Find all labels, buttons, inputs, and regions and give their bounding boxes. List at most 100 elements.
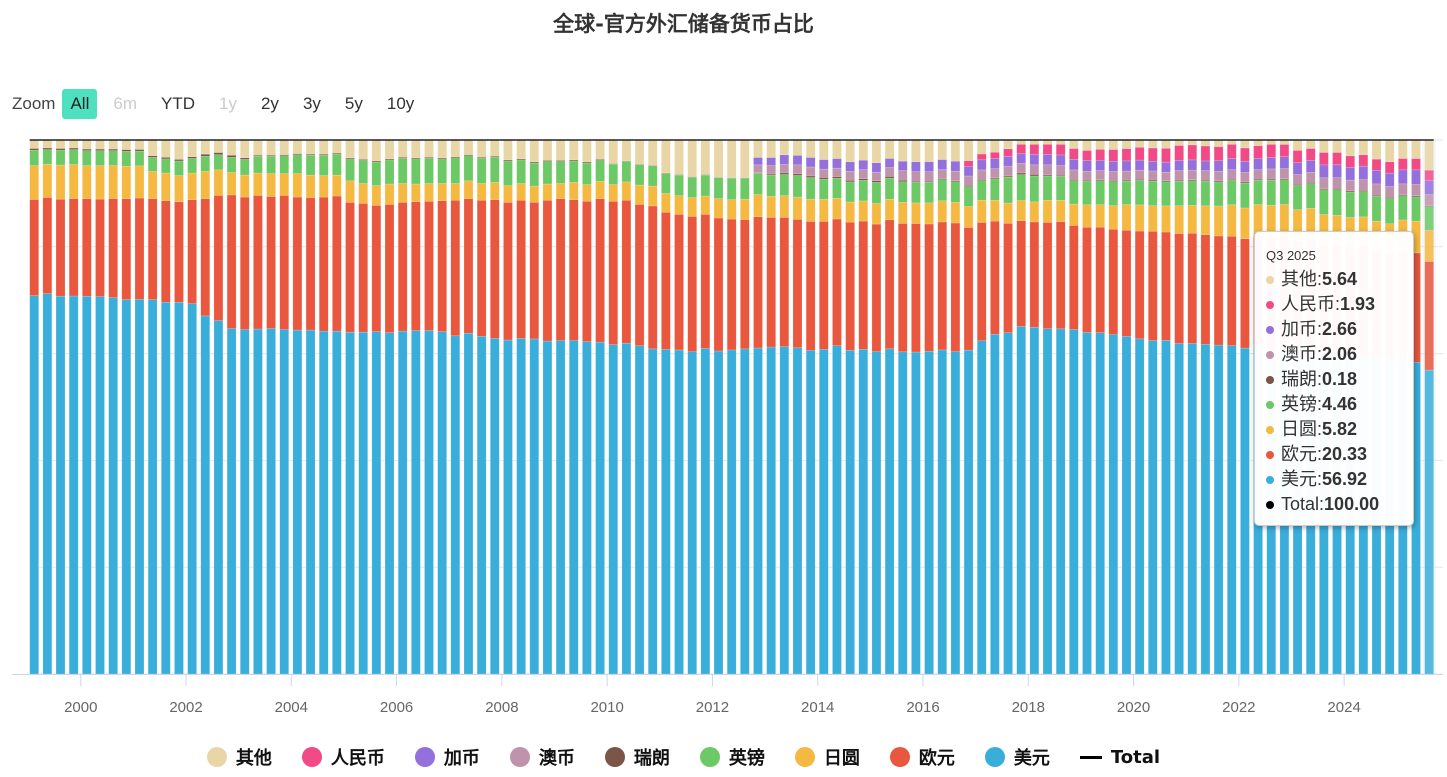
bar-segment — [1029, 143, 1040, 155]
bar-segment — [82, 165, 92, 199]
bar-segment — [1134, 147, 1145, 161]
bar-segment — [858, 200, 869, 222]
x-tick-label: 2002 — [169, 699, 202, 716]
bar-segment — [858, 169, 869, 179]
bar-segment — [134, 165, 145, 199]
bar-segment — [1095, 204, 1105, 228]
bar-segment — [542, 340, 553, 675]
bar-segment — [661, 173, 671, 194]
zoom-button-2y[interactable]: 2y — [260, 94, 279, 113]
bar-segment — [1108, 181, 1119, 206]
bar-segment — [1134, 230, 1145, 340]
bar-segment — [411, 158, 421, 185]
bar-segment — [213, 152, 224, 155]
legend-item[interactable]: 瑞朗 — [604, 744, 670, 770]
legend-item[interactable]: 欧元 — [889, 744, 955, 770]
legend-item[interactable]: 其他 — [206, 744, 272, 770]
bar-series — [29, 139, 1434, 675]
dot-marker-icon — [794, 747, 815, 767]
bar-segment — [1240, 160, 1250, 173]
legend-label: 日圆 — [823, 748, 860, 769]
x-tick-label: 2000 — [64, 699, 97, 716]
bar-segment — [976, 180, 987, 201]
legend-item[interactable]: 人民币 — [301, 744, 385, 770]
bar-segment — [463, 332, 474, 675]
legend-item[interactable]: 日圆 — [794, 744, 860, 770]
bar-segment — [884, 139, 895, 159]
zoom-button-10y[interactable]: 10y — [386, 94, 415, 113]
bar-segment — [832, 177, 842, 199]
bar-segment — [555, 198, 566, 341]
series-dot-icon — [1266, 475, 1274, 484]
bar-segment — [1016, 326, 1026, 675]
tooltip: Q3 2025 其他: 5.64 人民币: 1.93 加币: 2.66 澳币: 2.0… — [1254, 231, 1414, 526]
bar-segment — [1148, 170, 1158, 181]
zoom-range-selector: Zoom All 6m YTD 1y 2y 3y 5y 10y — [12, 88, 430, 120]
bar-segment — [819, 168, 829, 178]
zoom-button-ytd[interactable]: YTD — [161, 94, 195, 113]
zoom-button-6m: 6m — [113, 94, 137, 113]
bar-segment — [397, 158, 408, 184]
legend-item[interactable]: 澳币 — [509, 744, 575, 770]
bar-segment — [1358, 165, 1369, 180]
bar-segment — [161, 200, 171, 303]
bar-segment — [1055, 200, 1066, 222]
bar-segment — [108, 297, 118, 675]
series-dot-icon — [1266, 325, 1274, 334]
bar-segment — [1358, 154, 1369, 167]
bar-segment — [726, 349, 737, 675]
bar-segment — [424, 201, 434, 331]
bar-segment — [884, 348, 895, 675]
bar-segment — [1213, 205, 1224, 237]
bar-segment — [424, 139, 434, 158]
bar-segment — [253, 139, 263, 156]
bar-segment — [1108, 161, 1119, 172]
bar-segment — [845, 201, 855, 223]
bar-segment — [68, 164, 79, 199]
bar-segment — [1384, 161, 1395, 174]
bar-segment — [608, 344, 618, 675]
legend-item[interactable]: 美元 — [984, 744, 1050, 770]
bar-segment — [1384, 172, 1395, 187]
bar-segment — [1148, 179, 1158, 182]
bar-segment — [911, 182, 921, 204]
bar-segment — [832, 167, 842, 177]
bar-segment — [68, 295, 79, 675]
bar-segment — [779, 154, 790, 165]
zoom-button-3y[interactable]: 3y — [302, 94, 321, 113]
bar-segment — [476, 199, 487, 337]
bar-segment — [82, 150, 92, 166]
bar-segment — [1305, 183, 1316, 209]
bar-segment — [358, 203, 368, 333]
bar-segment — [924, 182, 934, 204]
legend-item[interactable]: Total — [1079, 747, 1160, 768]
zoom-button-5y[interactable]: 5y — [344, 94, 363, 113]
bar-segment — [1055, 154, 1066, 166]
bar-segment — [1371, 196, 1382, 222]
bar-segment — [858, 159, 869, 170]
bar-segment — [345, 139, 355, 159]
bar-segment — [1411, 184, 1421, 197]
dot-marker-icon — [984, 747, 1005, 767]
bar-segment — [1095, 180, 1105, 205]
bar-segment — [384, 204, 395, 333]
bar-segment — [700, 174, 711, 197]
dot-marker-icon — [699, 747, 720, 767]
legend-item[interactable]: 加币 — [414, 744, 480, 770]
bar-segment — [529, 185, 540, 203]
bar-segment — [29, 149, 39, 166]
bar-segment — [1319, 139, 1329, 153]
series-dot-icon — [1266, 500, 1274, 509]
zoom-button-all[interactable]: All — [62, 89, 98, 119]
bar-segment — [174, 175, 184, 203]
bar-segment — [1345, 155, 1355, 168]
bar-segment — [1398, 183, 1408, 195]
bar-segment — [1134, 338, 1145, 675]
legend-item[interactable]: 英镑 — [699, 744, 765, 770]
legend-label: 其他 — [235, 748, 272, 769]
bar-segment — [121, 198, 132, 300]
bar-segment — [463, 198, 474, 334]
bar-segment — [318, 139, 329, 155]
bar-segment — [1055, 176, 1066, 201]
